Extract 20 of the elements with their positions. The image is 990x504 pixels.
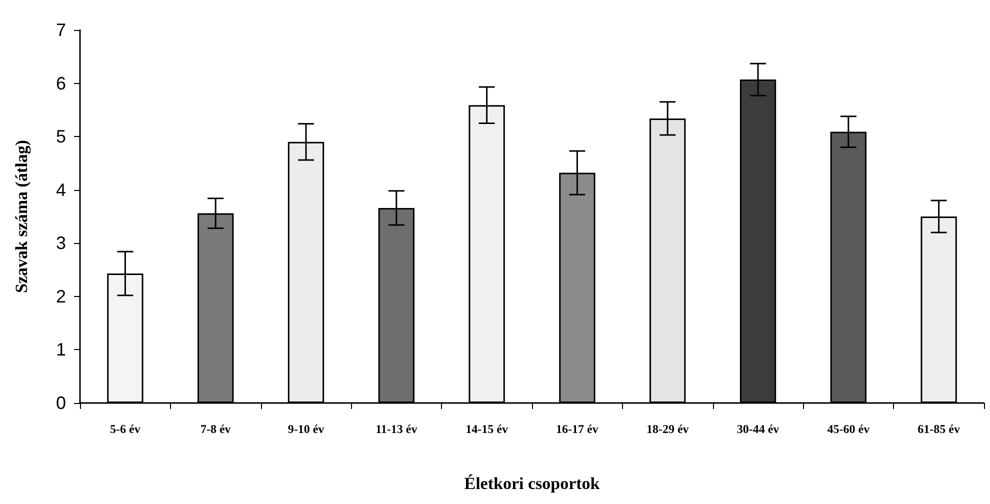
x-tick-label: 61-85 év (918, 422, 960, 436)
x-tick-label: 5-6 év (110, 422, 140, 436)
y-tick-label: 5 (56, 126, 66, 147)
x-tick-label: 16-17 év (556, 422, 598, 436)
x-tick-label: 45-60 év (827, 422, 870, 436)
y-tick-label: 7 (56, 20, 66, 40)
y-tick-label: 0 (56, 393, 66, 413)
x-tick-label: 14-15 év (466, 422, 508, 436)
y-tick-label: 3 (56, 233, 66, 254)
x-tick-label: 9-10 év (288, 422, 324, 436)
y-tick-label: 1 (56, 340, 66, 360)
x-tick-label: 18-29 év (646, 422, 689, 436)
x-axis-title: Életkori csoportok (464, 474, 600, 493)
x-tick-label: 11-13 év (376, 422, 418, 436)
y-axis-title: Szavak száma (átlag) (12, 140, 31, 293)
y-tick-label: 2 (56, 286, 66, 306)
y-tick-label: 6 (56, 73, 66, 94)
x-tick-label: 7-8 év (200, 422, 231, 436)
x-tick-label: 30-44 év (736, 422, 780, 436)
y-tick-label: 4 (56, 180, 66, 200)
